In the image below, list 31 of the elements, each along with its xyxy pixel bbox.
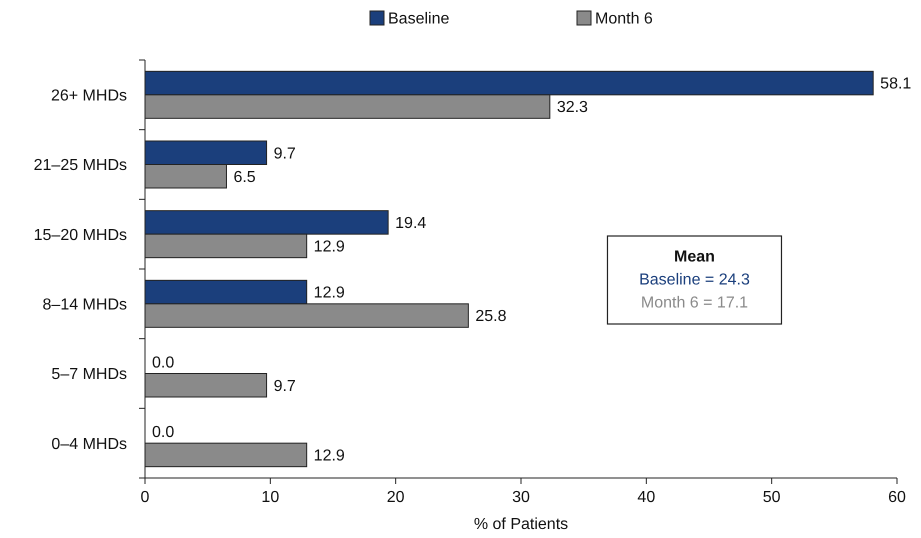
- data-label: 0.0: [152, 354, 174, 372]
- x-tick-label: 50: [762, 489, 781, 506]
- legend-label: Month 6: [595, 10, 653, 28]
- x-tick-label: 10: [261, 489, 280, 506]
- data-label: 32.3: [556, 99, 588, 116]
- y-tick-label: 15–20 MHDs: [34, 226, 127, 244]
- data-label: 19.4: [395, 215, 426, 232]
- x-tick-label: 40: [637, 489, 656, 506]
- data-label: 12.9: [314, 284, 345, 302]
- x-axis-title: % of Patients: [474, 516, 568, 533]
- annotation: Mean: [674, 248, 715, 266]
- data-label: 25.8: [475, 308, 507, 326]
- x-tick-label: 0: [140, 489, 150, 506]
- y-tick-label: 0–4 MHDs: [51, 436, 127, 453]
- data-label: 9.7: [274, 145, 296, 162]
- legend-label: Baseline: [388, 10, 450, 28]
- annotation: Month 6 = 17.1: [640, 294, 748, 312]
- x-tick-label: 60: [888, 489, 906, 506]
- data-label: 6.5: [233, 168, 256, 186]
- y-tick-label: 21–25 MHDs: [34, 157, 127, 174]
- data-label: 12.9: [314, 448, 345, 465]
- y-tick-label: 5–7 MHDs: [51, 366, 127, 384]
- y-tick-label: 26+ MHDs: [50, 87, 127, 104]
- x-tick-label: 30: [512, 489, 530, 506]
- data-label: 12.9: [314, 238, 345, 256]
- annotation: Baseline = 24.3: [639, 272, 750, 289]
- data-label: 58.1: [880, 76, 912, 93]
- x-tick-label: 20: [386, 489, 405, 506]
- data-label: 0.0: [152, 424, 174, 442]
- data-label: 9.7: [274, 378, 296, 395]
- y-tick-label: 8–14 MHDs: [42, 296, 127, 314]
